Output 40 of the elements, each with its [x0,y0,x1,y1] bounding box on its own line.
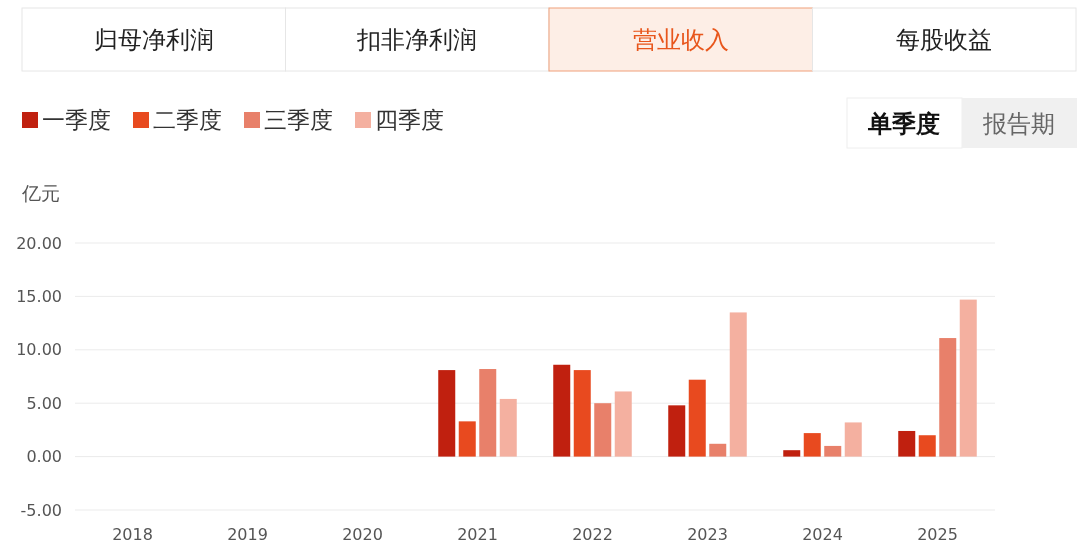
x-tick-label: 2019 [227,525,268,544]
bar [668,405,686,457]
bar [939,338,957,457]
bar [573,370,591,457]
bar [688,379,706,457]
bar [479,369,497,457]
y-tick-label: 5.00 [26,393,62,413]
bar [458,421,476,457]
x-tick-label: 2021 [457,525,498,544]
bar [709,443,727,457]
legend-label: 二季度 [153,107,222,133]
bar [803,433,821,457]
x-tick-label: 2024 [802,525,843,544]
y-tick-label: 20.00 [16,233,62,253]
bar [959,299,977,457]
y-tick-label: 10.00 [16,340,62,360]
bar [438,370,456,457]
y-tick-label: 15.00 [16,287,62,306]
bar [729,312,747,457]
bar [898,430,916,457]
bar [918,435,936,457]
legend-label: 三季度 [264,107,333,133]
bar [824,445,842,457]
x-tick-label: 2025 [917,525,958,544]
x-tick-label: 2023 [687,525,728,544]
x-tick-label: 2020 [342,525,383,544]
legend-label: 一季度 [42,107,111,133]
y-tick-label: 0.00 [26,447,62,467]
bar [783,450,801,457]
y-axis-title: 亿元 [21,182,60,204]
bar [594,403,612,457]
bar [499,398,517,457]
legend-label: 四季度 [375,107,444,133]
x-tick-label: 2022 [572,525,613,544]
x-tick-label: 2018 [112,525,153,544]
bar [553,364,571,457]
bar [844,422,862,457]
tab-bar: 归母净利润 扣非净利润 营业收入 每股收益 [21,7,1077,72]
y-tick-label: -5.00 [20,500,62,520]
bar [614,391,632,457]
